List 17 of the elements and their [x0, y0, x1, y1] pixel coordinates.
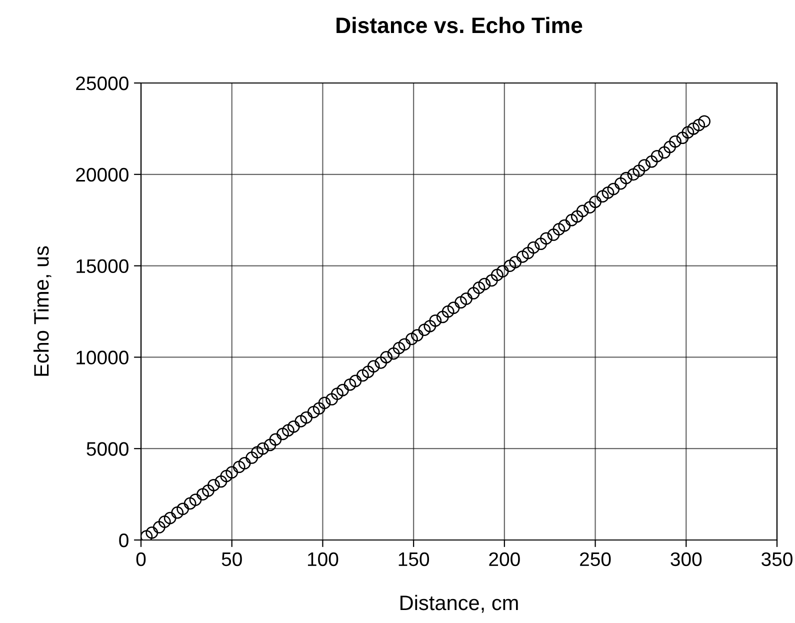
y-tick-label: 20000: [76, 168, 128, 182]
y-axis-title: Echo Time, us: [33, 246, 52, 376]
x-tick-label: 300: [670, 552, 702, 566]
y-tick-label: 0: [119, 533, 128, 548]
x-tick-label: 250: [580, 552, 611, 566]
x-tick-label: 150: [398, 552, 430, 566]
chart-title: Distance vs. Echo Time: [336, 16, 582, 34]
y-tick-label: 25000: [76, 76, 128, 90]
x-tick-label: 0: [136, 552, 146, 566]
y-tick-label: 5000: [86, 442, 128, 456]
y-tick-label: 15000: [76, 259, 128, 274]
x-axis-title: Distance, cm: [400, 594, 518, 613]
x-tick-label: 200: [489, 552, 520, 566]
y-tick-label: 10000: [76, 350, 128, 364]
x-tick-label: 100: [308, 552, 338, 566]
x-tick-label: 350: [762, 552, 792, 566]
x-tick-label: 50: [222, 552, 242, 566]
